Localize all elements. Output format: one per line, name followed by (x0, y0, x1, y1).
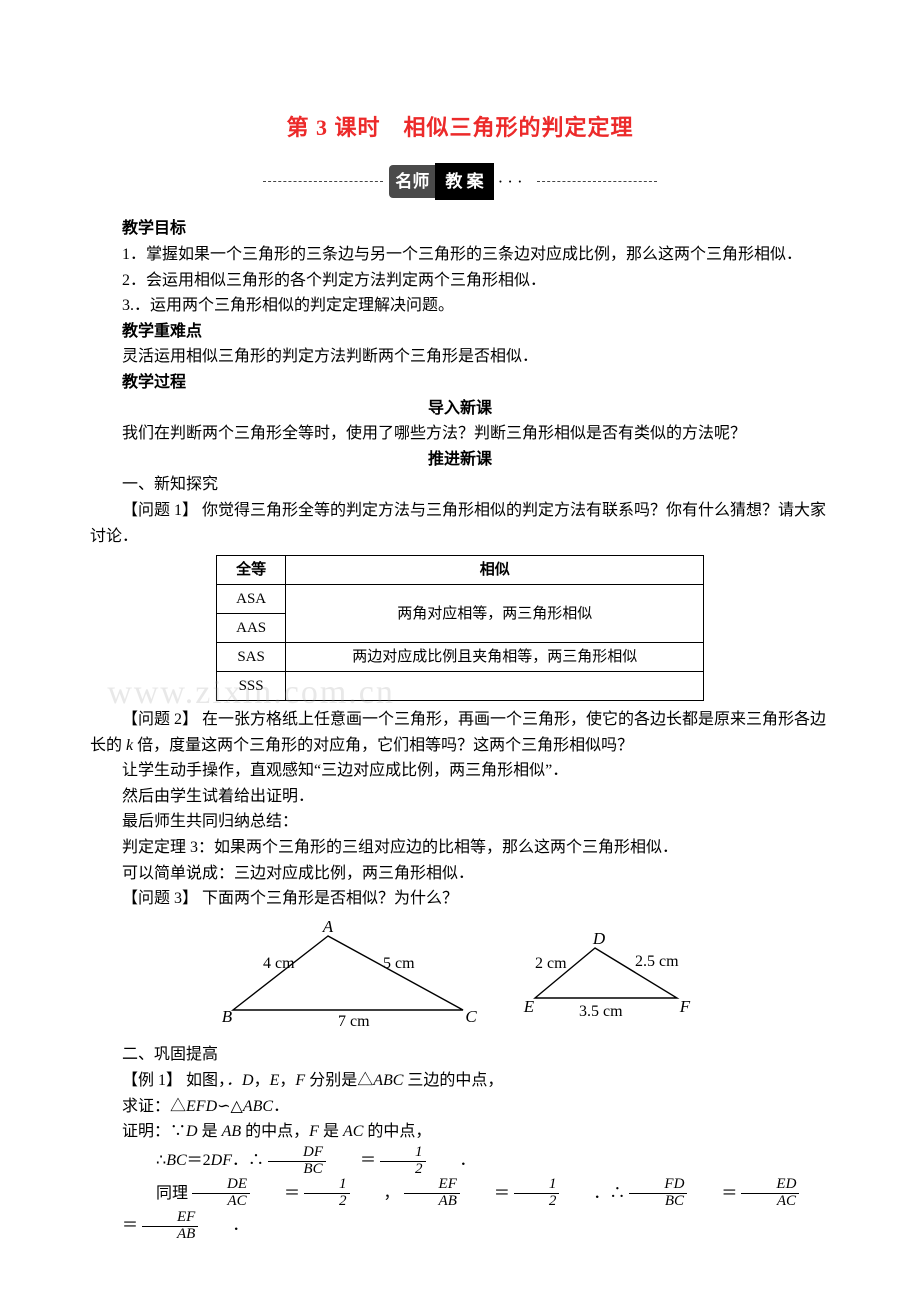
ex1-text-a: 如图， (186, 1072, 226, 1089)
banner-left: 名师 (389, 165, 435, 198)
goal-3: 3.．运用两个三角形相似的判定定理解决问题。 (90, 293, 830, 319)
heading-explore: 一、新知探究 (90, 472, 830, 498)
svg-text:C: C (465, 1007, 477, 1026)
frac-ed-ac: EDAC (741, 1177, 799, 1210)
th-similar: 相似 (286, 556, 704, 585)
heading-intro: 导入新课 (90, 396, 830, 422)
heading-consolidate: 二、巩固提高 (90, 1042, 830, 1068)
frac-1-2b: 12 (304, 1177, 350, 1210)
frac-ef-ab: EFAB (404, 1177, 460, 1210)
intro-text: 我们在判断两个三角形全等时，使用了哪些方法？判断三角形相似是否有类似的方法呢？ (90, 421, 830, 447)
comma1: ， (352, 1181, 400, 1207)
ex1-proof: 证明：∵D 是 AB 的中点，F 是 AC 的中点， (90, 1119, 830, 1145)
svg-text:2 cm: 2 cm (535, 955, 567, 972)
cell-aas: AAS (216, 614, 286, 643)
svg-text:D: D (592, 929, 606, 948)
ex1-text-b: ，E，F 分别是△ABC 三边的中点， (254, 1072, 504, 1089)
svg-text:E: E (523, 997, 535, 1016)
banner-mid: 教 案 (435, 163, 493, 200)
svg-text:F: F (679, 997, 691, 1016)
heading-difficulty: 教学重难点 (90, 319, 830, 345)
after-q2-p1: 让学生动手操作，直观感知“三边对应成比例，两三角形相似”． (90, 758, 830, 784)
cell-sas: SAS (216, 643, 286, 672)
ex1-label: 【例 1】 (122, 1072, 182, 1089)
cell-sas-similar: 两边对应成比例且夹角相等，两三角形相似 (286, 643, 704, 672)
congruence-table: 全等 相似 ASA 两角对应相等，两三角形相似 AAS SAS 两边对应成比例且… (216, 555, 704, 701)
ex1-line3: 同理 DEAC ＝ 12 ， EFAB ＝ 12 ．∴ FDBC ＝ EDAC … (90, 1177, 830, 1242)
frac-de-ac: DEAC (192, 1177, 250, 1210)
ex1-prove: 求证：△EFD∽△ABC． (90, 1094, 830, 1120)
question-2: 【问题 2】 在一张方格纸上任意画一个三角形，再画一个三角形，使它的各边长都是原… (90, 707, 830, 758)
triangles-figure: A B C 4 cm 5 cm 7 cm D E F 2 cm 2.5 cm 3… (90, 918, 830, 1037)
cell-aa-similar: 两角对应相等，两三角形相似 (286, 585, 704, 643)
ex1-dots: ．D (226, 1072, 254, 1089)
triangle-abc: A B C 4 cm 5 cm 7 cm (213, 918, 513, 1028)
period1: ． (428, 1148, 476, 1174)
ex1-proof-label: 证明： (122, 1123, 170, 1140)
q3-label: 【问题 3】 (122, 890, 198, 907)
after-q2-p2: 然后由学生试着给出证明． (90, 784, 830, 810)
goal-1: 1．掌握如果一个三角形的三条边与另一个三角形的三条边对应成比例，那么这两个三角形… (90, 242, 830, 268)
difficulty-text: 灵活运用相似三角形的判定方法判断两个三角形是否相似． (90, 344, 830, 370)
frac-1-2c: 12 (514, 1177, 560, 1210)
frac-1-2a: 12 (380, 1145, 426, 1178)
ex1-line1: ∵D 是 AB 的中点，F 是 AC 的中点， (170, 1123, 431, 1140)
svg-text:3.5 cm: 3.5 cm (579, 1003, 623, 1020)
cell-sss: SSS www.zixin.com.cn (216, 672, 286, 701)
q2-label: 【问题 2】 (122, 711, 198, 728)
heading-goal: 教学目标 (90, 216, 830, 242)
eq2: ＝ (252, 1181, 300, 1207)
eq1: ＝ (328, 1148, 376, 1174)
heading-process: 教学过程 (90, 370, 830, 396)
example-1: 【例 1】 如图，．D，E，F 分别是△ABC 三边的中点， (90, 1068, 830, 1094)
ex1-line3-pre: 同理 (124, 1181, 188, 1207)
frac-fd-bc: FDBC (629, 1177, 687, 1210)
cell-sss-similar (286, 672, 704, 701)
cell-sss-text: SSS (239, 678, 264, 694)
svg-text:A: A (322, 918, 334, 936)
cell-asa: ASA (216, 585, 286, 614)
after-q2-p3: 最后师生共同归纳总结： (90, 809, 830, 835)
eq5: ＝ (90, 1213, 138, 1239)
svg-text:B: B (222, 1007, 233, 1026)
question-1: 【问题 1】 你觉得三角形全等的判定方法与三角形相似的判定方法有联系吗？你有什么… (90, 498, 830, 549)
lesson-title: 第 3 课时 相似三角形的判定定理 (90, 110, 830, 145)
page-root: 第 3 课时 相似三角形的判定定理 名师 教 案 ··· 教学目标 1．掌握如果… (0, 0, 920, 1302)
ex1-line2-pre: ∴BC＝2DF．∴ (124, 1148, 264, 1174)
svg-text:2.5 cm: 2.5 cm (635, 953, 679, 970)
question-3: 【问题 3】 下面两个三角形是否相似？为什么？ (90, 886, 830, 912)
banner-line-right (537, 181, 657, 182)
q3-text: 下面两个三角形是否相似？为什么？ (202, 890, 458, 907)
after-q2-p5: 可以简单说成：三边对应成比例，两三角形相似． (90, 861, 830, 887)
eq4: ＝ (689, 1181, 737, 1207)
banner-box: 名师 教 案 ··· (389, 163, 530, 200)
banner-line-left (263, 181, 383, 182)
svg-text:7 cm: 7 cm (338, 1013, 370, 1028)
svg-text:4 cm: 4 cm (263, 955, 295, 972)
banner-dots: ··· (494, 165, 531, 198)
q2-text-b: 倍，度量这两个三角形的对应角，它们相等吗？这两个三角形相似吗？ (133, 737, 633, 754)
frac-df-bc: DFBC (268, 1145, 326, 1178)
triangle-def: D E F 2 cm 2.5 cm 3.5 cm (517, 918, 707, 1028)
eq3: ＝ (462, 1181, 510, 1207)
banner: 名师 教 案 ··· (90, 163, 830, 200)
heading-push: 推进新课 (90, 447, 830, 473)
therefore: ．∴ (561, 1181, 625, 1207)
q1-text: 你觉得三角形全等的判定方法与三角形相似的判定方法有联系吗？你有什么猜想？请大家讨… (90, 502, 826, 545)
svg-text:5 cm: 5 cm (383, 955, 415, 972)
th-congruent: 全等 (216, 556, 286, 585)
end: ． (200, 1213, 248, 1239)
ex1-line2: ∴BC＝2DF．∴ DFBC ＝ 12 ． (90, 1145, 830, 1178)
after-q2-p4: 判定定理 3：如果两个三角形的三组对应边的比相等，那么这两个三角形相似． (90, 835, 830, 861)
goal-2: 2．会运用相似三角形的各个判定方法判定两个三角形相似． (90, 268, 830, 294)
q1-label: 【问题 1】 (122, 502, 198, 519)
frac-ef-ab2: EFAB (142, 1210, 198, 1243)
